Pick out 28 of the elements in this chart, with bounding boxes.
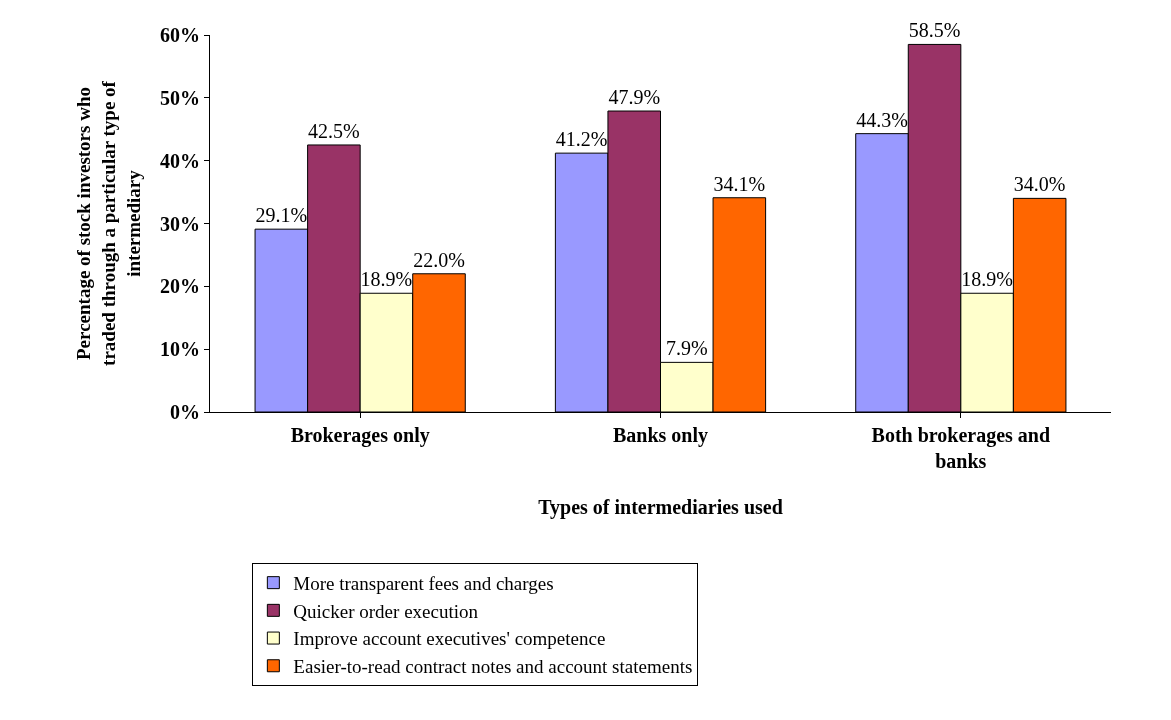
data-label: 44.3%: [856, 108, 908, 131]
data-label: 47.9%: [608, 86, 661, 109]
data-label: 29.1%: [255, 204, 308, 227]
legend-label: Improve account executives' competence: [293, 628, 606, 650]
data-label: 42.5%: [308, 119, 360, 142]
data-label: 34.1%: [713, 172, 766, 195]
y-tick-label: 0%: [170, 401, 200, 423]
y-tick-label: 10%: [160, 338, 200, 361]
data-label: 22.0%: [413, 248, 465, 271]
data-label: 7.9%: [665, 337, 708, 360]
y-tick-label: 60%: [160, 24, 200, 46]
y-tick-label: 20%: [160, 275, 200, 298]
legend-label: Quicker order execution: [293, 600, 479, 622]
data-label: 18.9%: [961, 268, 1013, 291]
x-tick-label: Banks only: [612, 424, 709, 447]
y-tick-label: 30%: [160, 212, 200, 235]
y-axis-title: Percentage of stock investors who traded through a particular type of intermediary: [73, 80, 144, 366]
legend-label: More transparent fees and charges: [293, 573, 554, 595]
data-label: 34.0%: [1013, 173, 1066, 196]
data-label: 41.2%: [555, 128, 608, 151]
y-tick-label: 50%: [160, 86, 200, 109]
x-axis-title: Types of intermediaries used: [538, 495, 783, 519]
x-tick-label: Both brokerages and banks: [871, 424, 1051, 472]
data-label: 18.9%: [360, 268, 413, 291]
legend-label: Easier-to-read contract notes and account statements: [293, 656, 693, 678]
data-label: 58.5%: [908, 19, 961, 42]
y-tick-label: 40%: [160, 149, 200, 172]
x-tick-label: Brokerages only: [290, 424, 430, 447]
